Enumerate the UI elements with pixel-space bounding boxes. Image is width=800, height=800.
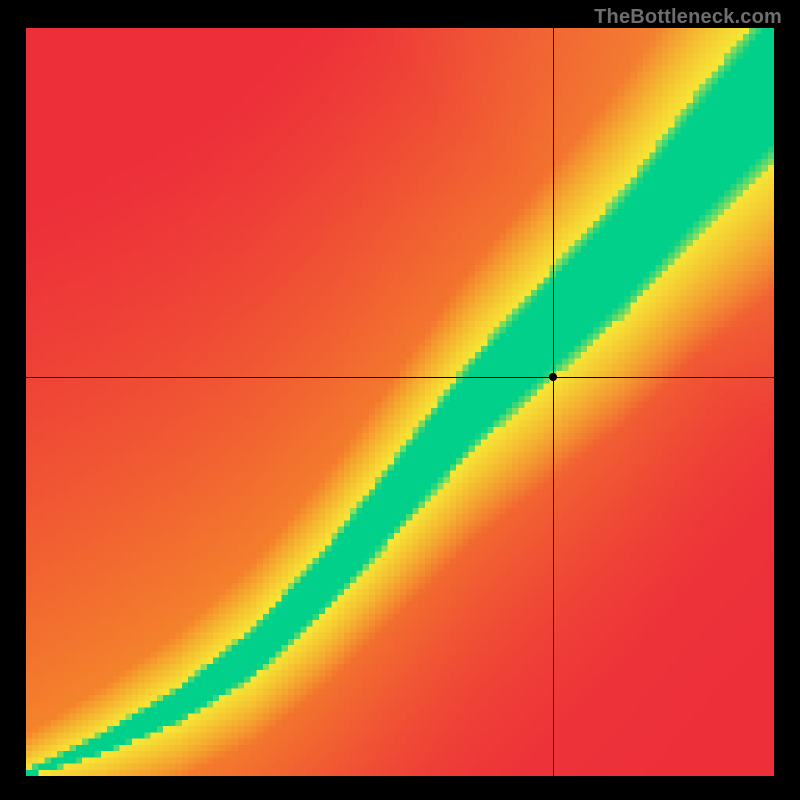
chart-container: TheBottleneck.com — [0, 0, 800, 800]
watermark-text: TheBottleneck.com — [594, 6, 782, 29]
crosshair-vertical — [553, 28, 554, 776]
heatmap-canvas — [26, 28, 774, 776]
crosshair-horizontal — [26, 377, 774, 378]
crosshair-marker[interactable] — [549, 373, 557, 381]
heatmap-panel — [26, 28, 774, 776]
